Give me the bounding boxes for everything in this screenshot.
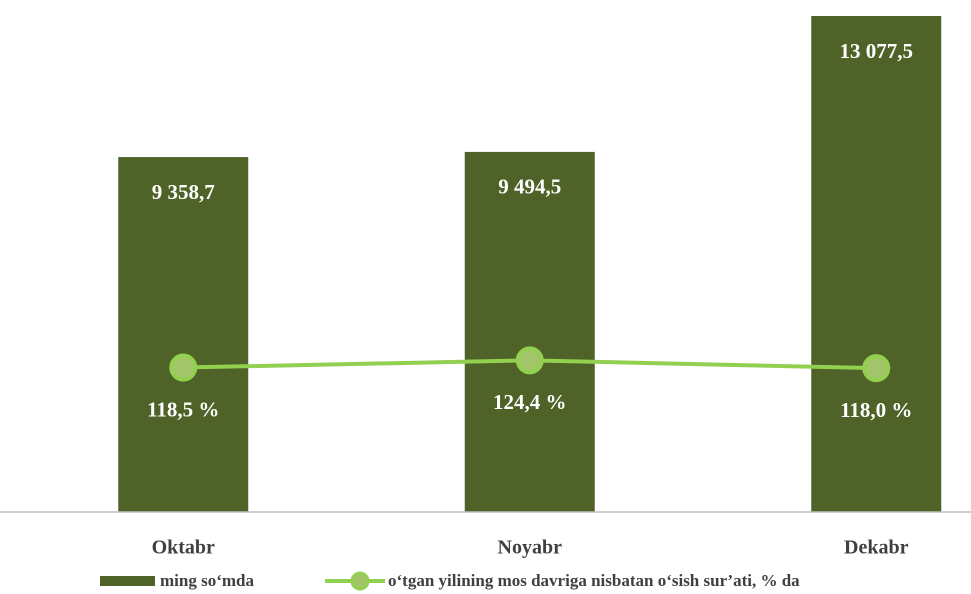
line-marker <box>862 354 891 383</box>
legend-swatch <box>100 576 155 586</box>
bar-value-label: 13 077,5 <box>840 39 914 63</box>
legend-label: ming so‘mda <box>160 571 254 590</box>
bar <box>464 151 595 512</box>
x-tick-label: Noyabr <box>498 537 563 559</box>
x-tick-label: Dekabr <box>844 537 909 559</box>
line-marker <box>169 353 198 382</box>
bar <box>118 157 249 513</box>
x-tick-label: Oktabr <box>152 537 215 559</box>
bar-value-label: 9 494,5 <box>498 175 561 199</box>
legend-label: o‘tgan yilining mos davriga nisbatan o‘s… <box>388 571 800 590</box>
line-value-label: 118,5 % <box>147 397 219 421</box>
bar-value-label: 9 358,7 <box>152 180 215 204</box>
line-marker <box>515 346 544 375</box>
line-value-label: 124,4 % <box>493 390 567 414</box>
legend-marker <box>350 571 370 591</box>
bar <box>811 16 942 512</box>
line-value-label: 118,0 % <box>840 398 912 422</box>
